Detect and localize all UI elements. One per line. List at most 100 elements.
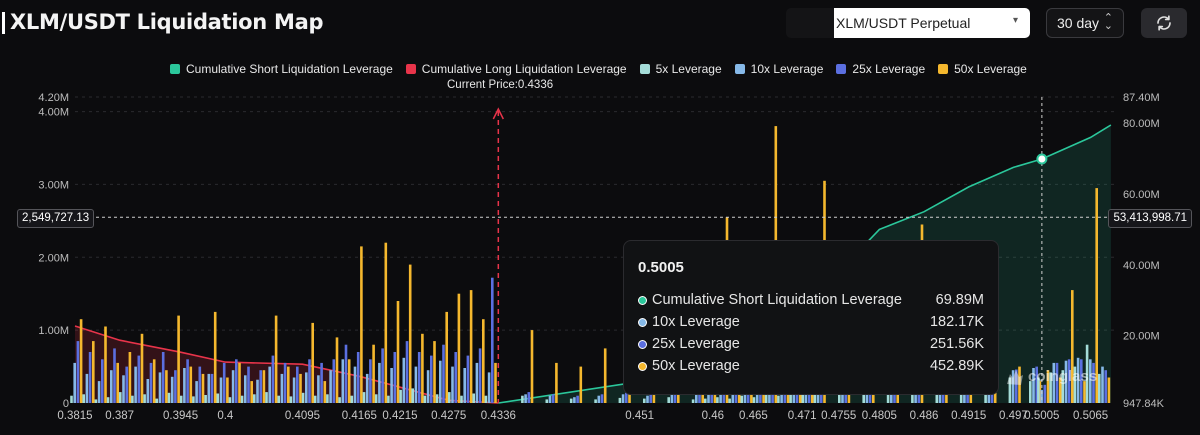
tooltip-row-value: 251.56K: [929, 336, 984, 352]
x-tick-label: 0.4805: [862, 410, 897, 422]
bar-lev25: [174, 370, 177, 403]
bar-lev5: [399, 389, 402, 403]
crosshair-right-value: 53,413,998.71: [1108, 209, 1192, 228]
bar-lev25: [698, 391, 701, 403]
bar-lev5: [228, 397, 232, 403]
bar-lev5: [813, 392, 817, 403]
bar-lev25: [491, 277, 494, 403]
bar-lev10: [463, 368, 466, 403]
bar-lev10: [256, 379, 259, 403]
bar-lev10: [1089, 359, 1092, 403]
bar-lev50: [274, 315, 278, 403]
bar-lev5: [119, 392, 122, 403]
bar-lev10: [195, 381, 198, 403]
bar-lev5: [70, 395, 73, 403]
pair-select[interactable]: XLM/USDT Perpetual ▾: [786, 8, 1030, 38]
bar-lev5: [82, 394, 85, 403]
bar-lev10: [707, 394, 710, 403]
bar-lev10: [292, 377, 296, 403]
chart-legend: Cumulative Short Liquidation Leverage Cu…: [170, 61, 1040, 77]
legend-swatch: [405, 64, 416, 74]
bar-lev5: [667, 397, 670, 403]
tooltip-row-value: 182.17K: [929, 314, 984, 330]
bar-lev5: [777, 395, 780, 403]
tooltip-row: 25x Leverage 251.56K: [638, 336, 984, 356]
bar-lev5: [1073, 366, 1077, 403]
period-select-label: 30 day: [1057, 15, 1100, 31]
bar-lev25: [710, 392, 713, 403]
bar-lev25: [271, 355, 275, 403]
legend-item-10x[interactable]: 10x Leverage: [734, 61, 823, 77]
bar-lev10: [329, 370, 332, 403]
bar-lev5: [704, 398, 707, 403]
bar-lev50: [1095, 188, 1098, 403]
y-left-tick-label: 4.00M: [38, 107, 69, 119]
pair-select-field[interactable]: [834, 8, 1030, 38]
x-tick-label: 0.4275: [431, 410, 466, 422]
bar-lev25: [551, 394, 555, 403]
tooltip-row-name: 25x Leverage: [652, 336, 740, 352]
bar-lev5: [155, 398, 159, 403]
legend-swatch: [170, 64, 180, 74]
bar-lev50: [347, 359, 351, 403]
tooltip-dot: [638, 296, 647, 305]
bar-lev5: [911, 388, 914, 403]
bar-lev25: [454, 352, 457, 403]
bar-lev10: [317, 375, 320, 403]
bar-lev10: [110, 370, 113, 403]
x-tick-label: 0.3945: [163, 410, 198, 422]
legend-item-5x[interactable]: 5x Leverage: [639, 61, 722, 77]
bar-lev25: [1067, 359, 1071, 403]
legend-label: 50x Leverage: [954, 62, 1027, 76]
bar-lev25: [673, 389, 677, 403]
pair-select-label: XLM/USDT Perpetual: [836, 15, 971, 31]
bar-lev25: [222, 362, 226, 403]
bar-lev10: [183, 368, 186, 403]
bar-lev50: [1046, 370, 1050, 403]
bar-lev50: [555, 362, 558, 403]
bar-lev5: [106, 397, 110, 403]
bar-lev10: [122, 375, 125, 403]
bar-lev5: [862, 389, 865, 403]
bar-lev50: [226, 377, 229, 403]
legend-item-50x[interactable]: 50x Leverage: [938, 61, 1027, 77]
bar-lev5: [716, 397, 719, 403]
bar-lev5: [301, 392, 305, 403]
bar-lev50: [335, 337, 339, 403]
x-tick-label: 0.4: [217, 410, 234, 422]
x-tick-label: 0.46: [702, 410, 724, 422]
bar-lev5: [179, 395, 183, 403]
bar-lev50: [128, 352, 132, 403]
bar-lev25: [88, 352, 92, 403]
bar-lev25: [247, 366, 250, 403]
y-left-tick-label: 0: [63, 398, 69, 410]
bar-lev5: [959, 387, 963, 403]
bar-lev50: [579, 366, 583, 403]
bar-lev5: [204, 395, 207, 403]
legend-swatch: [836, 64, 847, 74]
legend-item-cum-short[interactable]: Cumulative Short Liquidation Leverage: [170, 61, 393, 77]
bar-lev10: [146, 379, 150, 403]
bar-lev10: [73, 362, 76, 403]
period-select[interactable]: 30 day ⌃ ⌄: [1046, 8, 1124, 38]
bar-lev10: [170, 376, 174, 403]
bar-lev5: [265, 392, 268, 403]
bar-lev25: [198, 366, 202, 403]
bar-lev5: [387, 395, 390, 403]
legend-item-25x[interactable]: 25x Leverage: [836, 61, 925, 77]
bar-lev25: [113, 348, 116, 403]
bar-lev50: [201, 373, 205, 403]
bar-lev25: [320, 362, 323, 403]
x-tick-label: 0.4215: [382, 410, 417, 422]
legend-swatch: [734, 64, 745, 74]
x-tick-label: 0.5005: [1024, 410, 1059, 422]
legend-item-cum-long[interactable]: Cumulative Long Liquidation Leverage: [405, 61, 627, 77]
bar-lev50: [104, 326, 107, 403]
legend-swatch: [639, 64, 650, 74]
refresh-button[interactable]: [1141, 8, 1187, 38]
x-tick-label: 0.4915: [951, 410, 986, 422]
legend-label: 25x Leverage: [852, 62, 926, 76]
bar-lev50: [445, 311, 448, 403]
bar-lev25: [527, 392, 531, 403]
bar-lev5: [143, 394, 146, 403]
